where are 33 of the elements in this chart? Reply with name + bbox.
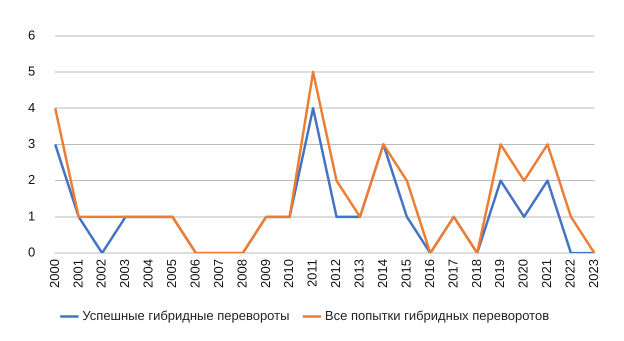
- x-tick-label: 2007: [210, 259, 226, 288]
- y-tick-label: 3: [28, 136, 36, 152]
- x-tick-label: 2022: [562, 259, 578, 288]
- x-tick-label: 2000: [46, 259, 62, 288]
- x-tick-label: 2023: [586, 259, 601, 288]
- x-tick-label: 2003: [117, 259, 132, 288]
- y-tick-label: 0: [28, 244, 36, 260]
- x-tick-label: 2020: [516, 259, 531, 288]
- x-tick-label: 2011: [304, 259, 320, 288]
- y-tick-label: 1: [28, 208, 36, 224]
- x-tick-label: 2014: [375, 259, 390, 288]
- y-tick-label: 4: [28, 100, 36, 115]
- x-tick-label: 2018: [468, 259, 484, 288]
- x-tick-label: 2019: [492, 259, 508, 288]
- x-tick-label: 2005: [164, 259, 180, 288]
- x-tick-label: 2021: [539, 259, 554, 288]
- x-tick-label: 2012: [328, 259, 344, 288]
- x-tick-label: 2008: [234, 259, 250, 288]
- legend-label: Все попытки гибридных переворотов: [324, 308, 550, 324]
- x-tick-label: 2016: [422, 259, 437, 288]
- y-tick-label: 2: [28, 172, 36, 188]
- y-tick-label: 6: [28, 27, 36, 42]
- x-tick-label: 2010: [281, 259, 296, 288]
- x-tick-label: 2001: [70, 259, 86, 288]
- x-tick-label: 2006: [187, 259, 202, 288]
- x-tick-label: 2009: [258, 259, 273, 288]
- x-tick-label: 2013: [352, 259, 367, 288]
- x-tick-label: 2004: [140, 259, 156, 288]
- legend-label: Успешные гибридные перевороты: [82, 308, 290, 324]
- x-tick-label: 2017: [445, 259, 460, 288]
- y-tick-label: 5: [28, 64, 36, 79]
- x-tick-label: 2015: [398, 259, 414, 288]
- x-tick-label: 2002: [94, 259, 109, 288]
